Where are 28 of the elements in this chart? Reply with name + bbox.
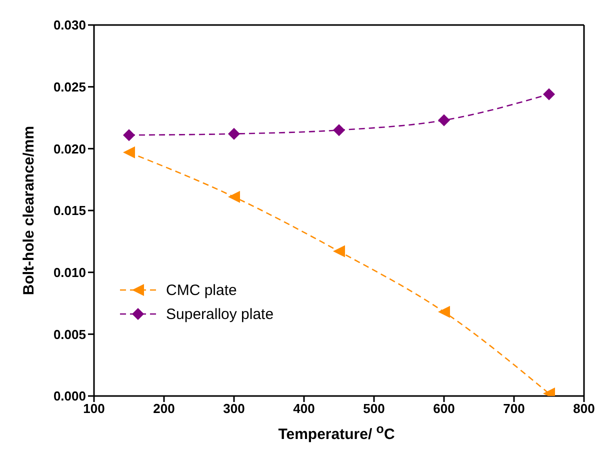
- x-tick-label: 100: [83, 401, 105, 416]
- x-tick-label: 800: [573, 401, 595, 416]
- point: [333, 124, 345, 136]
- x-tick-label: 700: [503, 401, 525, 416]
- point: [438, 114, 450, 126]
- point: [228, 128, 240, 140]
- point: [228, 190, 240, 203]
- point: [123, 129, 135, 142]
- y-tick-label: 0.020: [53, 141, 86, 156]
- point: [543, 88, 555, 100]
- x-tick-label: 600: [433, 401, 455, 416]
- x-axis-title: Temperature/ $^{o}$C: [277, 422, 396, 443]
- y-tick-label: 0.025: [53, 79, 86, 94]
- legend-label: CMC plate: [166, 282, 237, 299]
- y-tick-label: 0.015: [53, 203, 86, 218]
- point: [123, 146, 135, 158]
- x-tick-label: 400: [293, 401, 315, 416]
- y-axis-title: Bolt-hole clearance/mm: [20, 126, 38, 296]
- x-tick-label: 500: [363, 401, 385, 416]
- y-tick-label: 0.000: [53, 388, 86, 404]
- x-tick-label: 200: [153, 401, 175, 416]
- y-tick-label: 0.030: [53, 18, 86, 33]
- point: [438, 306, 450, 318]
- point: [333, 245, 345, 258]
- x-tick-label: 300: [223, 401, 245, 416]
- y-tick-label: 0.010: [53, 264, 86, 280]
- legend-label: Superalloy plate: [166, 306, 274, 323]
- y-tick-label: 0.005: [53, 326, 86, 342]
